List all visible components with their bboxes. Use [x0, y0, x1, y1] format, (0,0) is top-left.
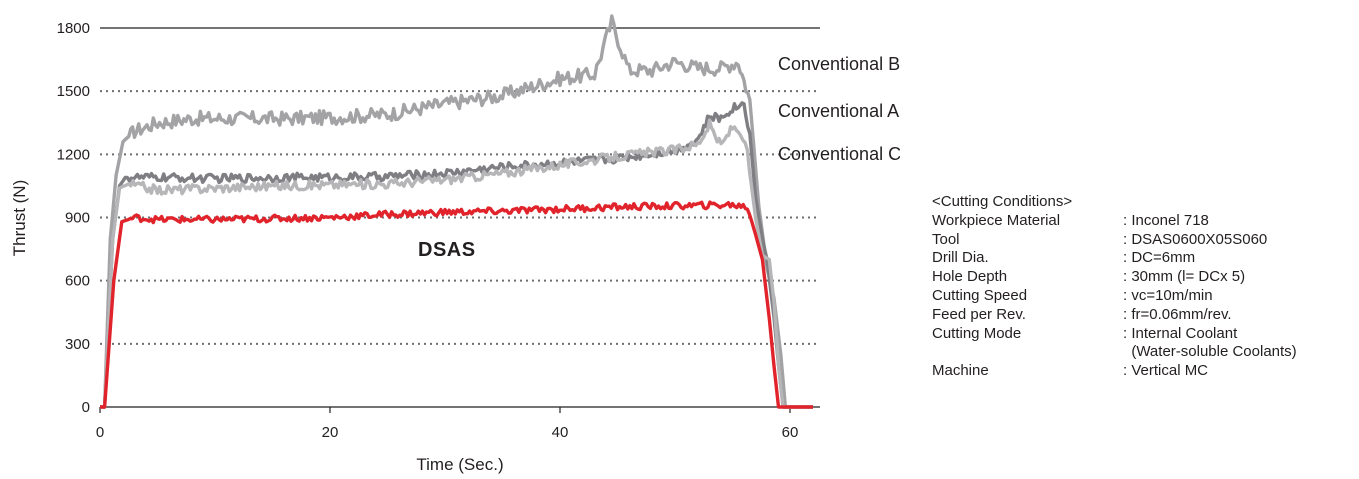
condition-key: Machine [932, 362, 989, 380]
label-conventional-b: Conventional B [778, 54, 900, 74]
condition-row: Feed per Rev. : fr=0.06mm/rev. [932, 306, 1297, 325]
conditions-header: <Cutting Conditions> [932, 193, 1073, 210]
x-axis-title: Time (Sec.) [416, 455, 503, 474]
y-tick-label: 1200 [57, 146, 90, 163]
condition-key: Feed per Rev. [932, 305, 1026, 323]
series-line-conventional-c [100, 118, 813, 409]
condition-row: Cutting Mode : Internal Coolant [932, 325, 1297, 344]
condition-row: Tool : DSAS0600X05S060 [932, 231, 1297, 250]
conditions-rows: Workpiece Material : Inconel 718 Tool : DSA… [932, 212, 1297, 381]
condition-row: (Water-soluble Coolants) [932, 343, 1297, 362]
series-line-conventional-b [100, 14, 813, 409]
condition-key: Cutting Speed [932, 286, 1028, 304]
y-axis-title: Thrust (N) [10, 180, 29, 257]
condition-value: : vc=10m/min [1123, 286, 1213, 304]
condition-key: Workpiece Material [932, 211, 1061, 229]
condition-row: Drill Dia. : DC=6mm [932, 249, 1297, 268]
thrust-chart: 0 300 600 900 1200 1500 1800 0 20 40 60 Time (Sec.… [10, 14, 900, 474]
condition-value: (Water-soluble Coolants) [1123, 343, 1297, 361]
condition-value: : DC=6mm [1123, 249, 1196, 267]
y-tick-label: 600 [65, 273, 90, 290]
y-tick-label: 300 [65, 336, 90, 353]
condition-row: Hole Depth : 30mm (l= DCx 5) [932, 268, 1297, 287]
condition-key: Cutting Mode [932, 324, 1022, 342]
x-tick-label: 20 [322, 424, 339, 441]
label-layer: Time (Sec.) Thrust (N) Conventional B Co… [10, 54, 900, 474]
condition-key [932, 343, 1123, 362]
grid-layer [100, 90, 820, 345]
condition-value: : 30mm (l= DCx 5) [1123, 268, 1246, 286]
label-dsas: DSAS [418, 239, 476, 261]
series-layer [100, 14, 813, 409]
condition-row: Workpiece Material : Inconel 718 [932, 212, 1297, 231]
y-tick-label: 0 [82, 399, 90, 416]
y-tick-label: 900 [65, 210, 90, 227]
series-line-dsas [100, 200, 813, 409]
axis-layer: 0 300 600 900 1200 1500 1800 0 20 40 60 [57, 20, 820, 441]
condition-key: Hole Depth [932, 268, 1008, 286]
x-tick-label: 40 [552, 424, 569, 441]
y-tick-label: 1500 [57, 83, 90, 100]
label-conventional-c: Conventional C [778, 144, 900, 164]
condition-value: : DSAS0600X05S060 [1123, 230, 1268, 248]
label-conventional-a: Conventional A [778, 101, 899, 121]
condition-value: : Inconel 718 [1123, 211, 1209, 229]
condition-key: Tool [932, 230, 960, 248]
cutting-conditions-panel: <Cutting Conditions> Workpiece Material:… [932, 193, 1297, 381]
chart-canvas: 0 300 600 900 1200 1500 1800 0 20 40 60 Time (Sec.… [10, 14, 900, 474]
condition-value: : Internal Coolant [1123, 324, 1238, 342]
x-tick-label: 0 [96, 424, 104, 441]
condition-value: : fr=0.06mm/rev. [1123, 305, 1232, 323]
condition-row: Machine : Vertical MC [932, 362, 1297, 381]
condition-row: Cutting Speed : vc=10m/min [932, 287, 1297, 306]
y-tick-label: 1800 [57, 20, 90, 37]
condition-value: : Vertical MC [1123, 362, 1209, 380]
x-tick-label: 60 [782, 424, 799, 441]
condition-key: Drill Dia. [932, 249, 989, 267]
